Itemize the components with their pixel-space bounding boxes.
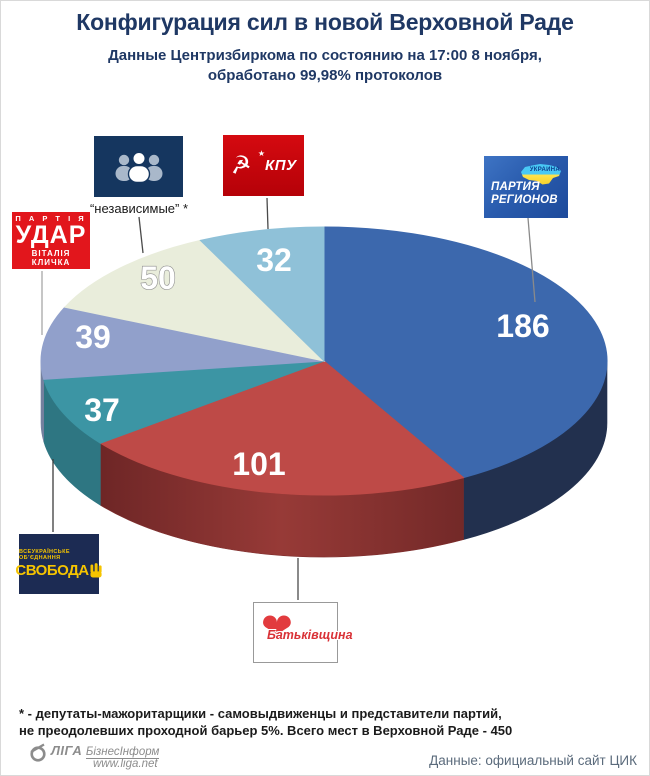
liga-brand-label: ЛІГА	[51, 743, 83, 758]
ukraine-map-icon	[521, 164, 561, 185]
independents-logo	[94, 136, 183, 197]
udar-bottom-label: ВІТАЛІЯ КЛИЧКА	[31, 249, 71, 267]
party-of-regions-label: ПАРТИЯ РЕГИОНОВ	[491, 181, 558, 206]
party-of-regions-logo: УКРАИНА ПАРТИЯ РЕГИОНОВ	[484, 156, 568, 218]
kpu-logo-label: КПУ	[265, 157, 297, 174]
page-subtitle-line1: Данные Центризбиркома по состоянию на 17…	[108, 47, 542, 64]
udar-top-label: П А Р Т І Я	[15, 214, 87, 223]
pie-slice-value-0: 186	[496, 308, 549, 344]
pie-slice-5	[199, 226, 325, 363]
pie-slice-value-4: 50	[140, 260, 176, 296]
footnote: * - депутаты-мажоритарщики - самовыдвиже…	[19, 705, 512, 739]
pie-slice-value-5: 32	[256, 242, 292, 278]
batkivshchyna-logo: ❤ Батьківщина	[253, 602, 353, 663]
svoboda-name-label: СВОБОДА	[15, 562, 89, 579]
independents-caption: “независимые” *	[89, 201, 189, 216]
footnote-line2: не преодолевших проходной барьер 5%. Все…	[19, 723, 513, 738]
kpu-logo: ☭ ★ КПУ	[223, 135, 304, 196]
footnote-line1: * - депутаты-мажоритарщики - самовыдвиже…	[19, 706, 502, 721]
leader-line-independents	[138, 216, 144, 254]
leader-line-regions	[527, 217, 536, 303]
svoboda-logo: ВСЕУКРАЇНСЬКЕ ОБ’ЄДНАННЯ СВОБОДА	[15, 534, 102, 594]
pie-slice-0	[323, 226, 608, 479]
pie-slice-value-1: 101	[232, 446, 285, 482]
pie-slice-4	[63, 239, 326, 362]
pie-slice-value-2: 37	[84, 392, 120, 428]
page-title: Конфигурация сил в новой Верховной Раде	[76, 9, 574, 35]
hammer-and-sickle-icon: ☭	[228, 150, 254, 180]
ukraine-map-label: УКРАИНА	[529, 167, 560, 173]
liga-url: www.liga.net	[93, 758, 158, 770]
pie-slice-value-3: 39	[75, 319, 111, 355]
pie-slice-3	[40, 306, 325, 380]
liga-logo: ЛІГА БізнесІнформ www.liga.net	[29, 743, 160, 770]
liga-sub-label: БізнесІнформ	[85, 746, 160, 759]
pie-slice-2	[43, 360, 325, 444]
people-group-icon	[115, 151, 162, 183]
page-subtitle-line2: обработано 99,98% протоколов	[207, 67, 443, 84]
udar-name-label: УДАР	[15, 221, 87, 249]
udar-logo: П А Р Т І Я УДАР ВІТАЛІЯ КЛИЧКА	[12, 212, 90, 269]
star-icon: ★	[257, 149, 265, 158]
heart-icon: ❤	[261, 607, 293, 649]
leader-line-kpu	[266, 197, 269, 230]
pie-slice-1	[99, 360, 465, 496]
svoboda-top-label: ВСЕУКРАЇНСЬКЕ ОБ’ЄДНАННЯ	[19, 549, 70, 561]
batkivshchyna-label: Батьківщина	[267, 628, 353, 642]
data-source-label: Данные: официальный сайт ЦИК	[429, 753, 637, 768]
liga-logo-icon	[30, 743, 46, 762]
three-finger-salute-icon	[90, 563, 102, 578]
